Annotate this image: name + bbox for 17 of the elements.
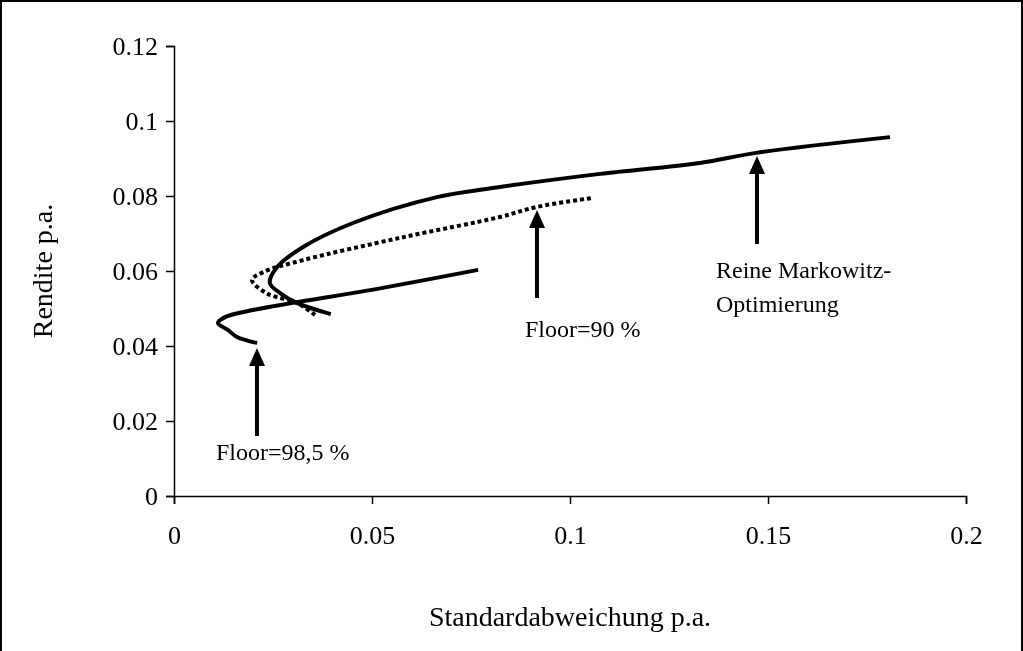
y-tick-label: 0.04 bbox=[112, 331, 158, 361]
y-tick-label: 0 bbox=[145, 481, 158, 511]
y-tick-label: 0.02 bbox=[112, 406, 158, 436]
annotation: Floor=98,5 % bbox=[216, 439, 350, 465]
y-tick-label: 0.08 bbox=[112, 181, 158, 211]
y-tick-label: 0.1 bbox=[125, 106, 158, 136]
annotation: Floor=90 % bbox=[525, 316, 641, 342]
x-tick-label: 0.15 bbox=[745, 521, 792, 551]
x-tick-label: 0 bbox=[168, 521, 181, 551]
x-tick-label: 0.05 bbox=[349, 521, 396, 551]
x-tick-label: 0.2 bbox=[950, 521, 983, 551]
x-tick-label: 0.1 bbox=[554, 521, 587, 551]
y-tick-label: 0.06 bbox=[112, 256, 158, 286]
y-tick-label: 0.12 bbox=[112, 31, 158, 61]
y-axis-title: Rendite p.a. bbox=[27, 203, 58, 339]
annotation: Reine Markowitz-Optimierung bbox=[716, 257, 892, 317]
x-axis-title: Standardabweichung p.a. bbox=[428, 601, 712, 632]
